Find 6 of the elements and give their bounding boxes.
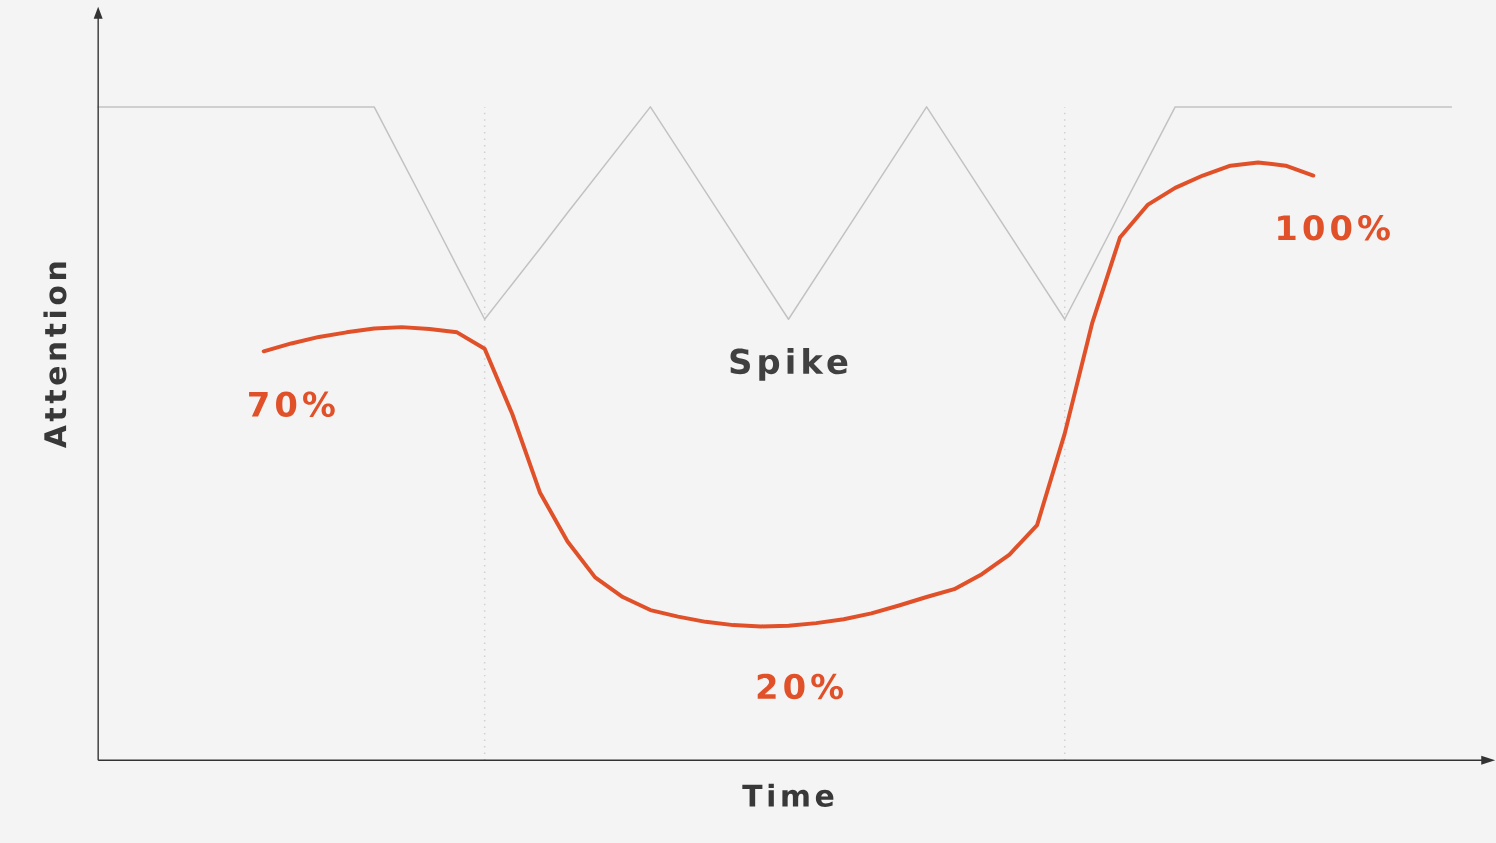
annotation: 70% (249, 391, 335, 417)
annotation: Spike (730, 347, 848, 381)
y-axis-title: Attention (43, 262, 67, 448)
annotation: 100% (1278, 214, 1390, 241)
x-axis-title: Time (742, 783, 834, 807)
annotation: 20% (757, 673, 843, 700)
